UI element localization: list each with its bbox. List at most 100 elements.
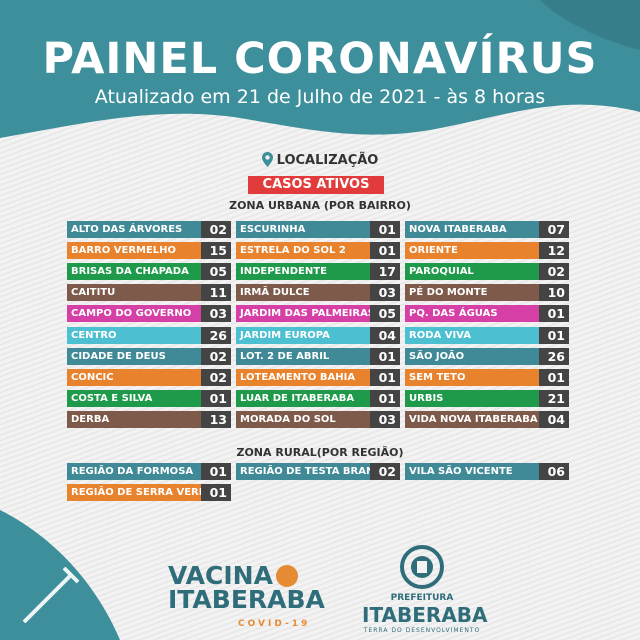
row-label: SÃO JOÃO: [409, 350, 465, 362]
row-case-count: 04: [370, 326, 400, 344]
neighborhood-row: SEM TETO 01: [405, 368, 569, 386]
row-case-count: 01: [201, 463, 231, 480]
vaccine-city: ITABERABA: [168, 585, 325, 614]
neighborhood-row: IRMÃ DULCE 03: [236, 284, 400, 302]
row-case-count: 05: [370, 305, 400, 323]
neighborhood-row: REGIÃO DE TESTA BRANCA02: [236, 463, 400, 480]
page-title: PAINEL CORONAVÍRUS: [42, 34, 598, 84]
neighborhood-row: CENTRO 26: [67, 326, 231, 344]
row-label: REGIÃO DE SERRA VERDE: [71, 487, 201, 498]
row-case-count: 01: [201, 484, 231, 501]
row-case-count: 02: [201, 347, 231, 365]
row-label: ORIENTE: [409, 245, 458, 257]
neighborhood-row: RODA VIVA 01: [405, 326, 569, 344]
syringe-icon: [22, 566, 80, 624]
row-label: CAITITU: [71, 287, 116, 299]
row-case-count: 13: [201, 410, 231, 428]
row-case-count: 01: [201, 389, 231, 407]
neighborhood-row: ESCURINHA 01: [236, 221, 400, 238]
row-case-count: 03: [370, 410, 400, 428]
row-case-count: 02: [201, 221, 231, 238]
neighborhood-row: VIDA NOVA ITABERABA 04: [405, 410, 569, 428]
row-label: MORADA DO SOL: [240, 413, 336, 425]
row-label: ESCURINHA: [240, 224, 306, 235]
row-label: CENTRO: [71, 329, 117, 341]
neighborhood-row: REGIÃO DA FORMOSA 01: [67, 463, 231, 480]
row-label: BRISAS DA CHAPADA: [71, 266, 189, 278]
urban-zone-title: ZONA URBANA (POR BAIRRO): [229, 199, 411, 212]
row-case-count: 02: [370, 463, 400, 480]
row-label: LUAR DE ITABERABA: [240, 392, 355, 404]
row-case-count: 03: [370, 284, 400, 302]
neighborhood-row: BARRO VERMELHO 15: [67, 242, 231, 260]
row-case-count: 26: [201, 326, 231, 344]
neighborhood-row: DERBA 13: [67, 410, 231, 428]
update-subtitle: Atualizado em 21 de Julho de 2021 - às 8…: [94, 86, 546, 108]
neighborhood-row: CAMPO DO GOVERNO 03: [67, 305, 231, 323]
header-background: [0, 0, 640, 138]
city-hall-logo: PREFEITURA ITABERABA TERRA DO DESENVOLVI…: [362, 545, 488, 634]
row-label: CIDADE DE DEUS: [71, 350, 166, 362]
neighborhood-row: PAROQUIAL 02: [405, 263, 569, 281]
row-case-count: 12: [539, 242, 569, 260]
row-label: LOTEAMENTO BAHIA: [240, 371, 356, 383]
vaccine-covid-label: COVID-19: [238, 619, 311, 629]
neighborhood-row: ORIENTE 12: [405, 242, 569, 260]
neighborhood-row: ALTO DAS ÁRVORES 02: [67, 221, 231, 238]
row-label: BARRO VERMELHO: [71, 245, 177, 257]
row-case-count: 01: [370, 389, 400, 407]
row-label: SEM TETO: [409, 371, 466, 383]
neighborhood-row: JARDIM EUROPA 04: [236, 326, 400, 344]
vaccine-logo: VACINA ITABERABA COVID-19: [168, 563, 325, 636]
row-label: RODA VIVA: [409, 329, 471, 341]
row-label: VIDA NOVA ITABERABA: [409, 413, 538, 425]
neighborhood-row: SÃO JOÃO 26: [405, 347, 569, 365]
neighborhood-row: LOT. 2 DE ABRIL 01: [236, 347, 400, 365]
row-label: PAROQUIAL: [409, 266, 474, 278]
row-case-count: 07: [539, 221, 569, 238]
city-hall-label: PREFEITURA: [390, 593, 454, 603]
neighborhood-row: COSTA E SILVA 01: [67, 389, 231, 407]
neighborhood-row: PÉ DO MONTE 10: [405, 284, 569, 302]
row-label: COSTA E SILVA: [71, 392, 153, 404]
neighborhood-row: JARDIM DAS PALMEIRAS 05: [236, 305, 400, 323]
row-label: REGIÃO DE TESTA BRANCA: [240, 466, 370, 477]
row-case-count: 10: [539, 284, 569, 302]
location-label: LOCALIZAÇÃO: [276, 153, 379, 168]
neighborhood-row: REGIÃO DE SERRA VERDE 01: [67, 484, 231, 501]
row-label: DERBA: [71, 413, 110, 425]
neighborhood-row: CIDADE DE DEUS 02: [67, 347, 231, 365]
row-label: REGIÃO DA FORMOSA: [71, 466, 194, 477]
neighborhood-row: LOTEAMENTO BAHIA 01: [236, 368, 400, 386]
vaccine-circle-icon: [275, 565, 298, 587]
row-label: ALTO DAS ÁRVORES: [71, 224, 183, 235]
row-case-count: 01: [370, 221, 400, 238]
neighborhood-row: LUAR DE ITABERABA 01: [236, 389, 400, 407]
neighborhood-row: ESTRELA DO SOL 2 01: [236, 242, 400, 260]
neighborhood-row: CAITITU 11: [67, 284, 231, 302]
row-case-count: 03: [201, 305, 231, 323]
row-case-count: 26: [539, 347, 569, 365]
row-label: PÉ DO MONTE: [409, 287, 488, 299]
row-label: CONCIC: [71, 371, 114, 383]
neighborhood-row: CONCIC 02: [67, 368, 231, 386]
neighborhood-row: MORADA DO SOL 03: [236, 410, 400, 428]
neighborhood-row: BRISAS DA CHAPADA 05: [67, 263, 231, 281]
row-label: CAMPO DO GOVERNO: [71, 308, 192, 320]
neighborhood-row: VILA SÃO VICENTE 06: [405, 463, 569, 480]
rural-zone-title: ZONA RURAL(POR REGIÃO): [236, 446, 404, 459]
footer-wave: [0, 510, 120, 640]
location-heading: LOCALIZAÇÃO: [0, 152, 640, 171]
row-case-count: 02: [201, 368, 231, 386]
row-case-count: 01: [539, 326, 569, 344]
row-label: LOT. 2 DE ABRIL: [240, 350, 330, 362]
row-case-count: 02: [539, 263, 569, 281]
row-case-count: 17: [370, 263, 400, 281]
row-label: IRMÃ DULCE: [240, 287, 310, 299]
row-label: JARDIM DAS PALMEIRAS: [240, 308, 370, 320]
neighborhood-row: NOVA ITABERABA 07: [405, 221, 569, 238]
row-case-count: 01: [539, 305, 569, 323]
row-label: ESTRELA DO SOL 2: [240, 245, 346, 257]
row-case-count: 04: [539, 410, 569, 428]
